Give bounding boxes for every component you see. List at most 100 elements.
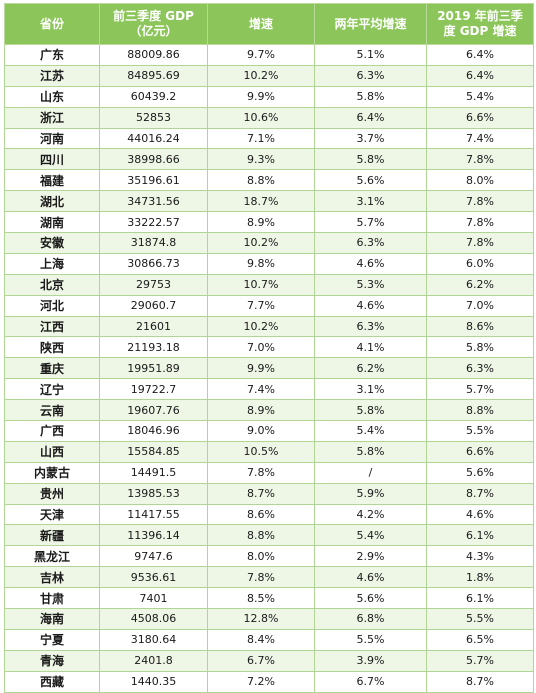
gdp-table: 省份 前三季度 GDP （亿元） 增速 两年平均增速 2019 年前三季 度 G… [4, 3, 534, 693]
growth-cell: 10.2% [207, 315, 315, 338]
two-year-avg-cell: 5.6% [314, 587, 427, 610]
gdp-cell: 44016.24 [99, 127, 208, 150]
growth-cell: 10.2% [207, 64, 315, 87]
growth-2019-cell: 6.5% [426, 628, 534, 651]
gdp-cell: 35196.61 [99, 169, 208, 192]
two-year-avg-cell: 6.8% [314, 608, 427, 630]
growth-2019-cell: 6.0% [426, 252, 534, 275]
growth-2019-cell: 5.4% [426, 85, 534, 108]
table-row: 江苏 84895.69 10.2% 6.3% 6.4% [4, 64, 534, 87]
two-year-avg-cell: 6.3% [314, 64, 427, 87]
two-year-avg-cell: 4.6% [314, 294, 427, 317]
growth-cell: 9.7% [207, 44, 315, 66]
growth-cell: 9.9% [207, 85, 315, 108]
gdp-cell: 14491.5 [99, 461, 208, 484]
gdp-cell: 1440.35 [99, 670, 208, 693]
growth-2019-cell: 5.8% [426, 336, 534, 359]
table-row: 辽宁 19722.7 7.4% 3.1% 5.7% [4, 378, 534, 401]
gdp-cell: 33222.57 [99, 211, 208, 234]
table-row: 福建 35196.61 8.8% 5.6% 8.0% [4, 169, 534, 192]
table-row: 河南 44016.24 7.1% 3.7% 7.4% [4, 127, 534, 150]
two-year-avg-cell: 4.6% [314, 252, 427, 275]
gdp-cell: 18046.96 [99, 420, 208, 442]
province-cell: 黑龙江 [4, 545, 100, 568]
growth-cell: 8.0% [207, 545, 315, 568]
two-year-avg-cell: 4.1% [314, 336, 427, 359]
header-row: 省份 前三季度 GDP （亿元） 增速 两年平均增速 2019 年前三季 度 G… [4, 3, 534, 45]
province-cell: 海南 [4, 608, 100, 630]
gdp-cell: 29753 [99, 273, 208, 296]
growth-cell: 7.4% [207, 378, 315, 401]
growth-2019-cell: 8.7% [426, 670, 534, 693]
growth-cell: 9.8% [207, 252, 315, 275]
gdp-cell: 21601 [99, 315, 208, 338]
province-cell: 福建 [4, 169, 100, 192]
growth-cell: 7.0% [207, 336, 315, 359]
gdp-cell: 34731.56 [99, 190, 208, 213]
two-year-avg-cell: 2.9% [314, 545, 427, 568]
gdp-cell: 9536.61 [99, 566, 208, 589]
table-row: 青海 2401.8 6.7% 3.9% 5.7% [4, 649, 534, 672]
table-row: 上海 30866.73 9.8% 4.6% 6.0% [4, 252, 534, 275]
table-row: 河北 29060.7 7.7% 4.6% 7.0% [4, 294, 534, 317]
table-row: 西藏 1440.35 7.2% 6.7% 8.7% [4, 670, 534, 693]
table-row: 北京 29753 10.7% 5.3% 6.2% [4, 273, 534, 296]
gdp-cell: 4508.06 [99, 608, 208, 630]
gdp-cell: 13985.53 [99, 482, 208, 505]
header-2019-growth: 2019 年前三季 度 GDP 增速 [426, 3, 534, 45]
growth-2019-cell: 5.7% [426, 649, 534, 672]
table-row: 海南 4508.06 12.8% 6.8% 5.5% [4, 608, 534, 630]
table-row: 山西 15584.85 10.5% 5.8% 6.6% [4, 440, 534, 463]
province-cell: 四川 [4, 148, 100, 171]
two-year-avg-cell: 5.9% [314, 482, 427, 505]
growth-2019-cell: 6.1% [426, 524, 534, 547]
province-cell: 新疆 [4, 524, 100, 547]
gdp-cell: 31874.8 [99, 232, 208, 254]
growth-2019-cell: 7.8% [426, 211, 534, 234]
growth-cell: 10.6% [207, 106, 315, 129]
province-cell: 湖南 [4, 211, 100, 234]
two-year-avg-cell: 5.8% [314, 85, 427, 108]
gdp-cell: 3180.64 [99, 628, 208, 651]
growth-cell: 7.8% [207, 566, 315, 589]
province-cell: 湖北 [4, 190, 100, 213]
province-cell: 贵州 [4, 482, 100, 505]
growth-cell: 12.8% [207, 608, 315, 630]
growth-cell: 10.2% [207, 232, 315, 254]
growth-cell: 9.9% [207, 357, 315, 380]
two-year-avg-cell: 5.8% [314, 399, 427, 422]
province-cell: 天津 [4, 503, 100, 526]
two-year-avg-cell: 5.4% [314, 524, 427, 547]
growth-2019-cell: 6.2% [426, 273, 534, 296]
gdp-cell: 2401.8 [99, 649, 208, 672]
growth-2019-cell: 6.4% [426, 64, 534, 87]
two-year-avg-cell: 5.8% [314, 148, 427, 171]
table-row: 山东 60439.2 9.9% 5.8% 5.4% [4, 85, 534, 108]
gdp-cell: 38998.66 [99, 148, 208, 171]
table-row: 黑龙江 9747.6 8.0% 2.9% 4.3% [4, 545, 534, 568]
gdp-cell: 21193.18 [99, 336, 208, 359]
growth-cell: 10.7% [207, 273, 315, 296]
table-body: 广东 88009.86 9.7% 5.1% 6.4% 江苏 84895.69 10.2% 6.3… [4, 44, 534, 693]
table-row: 湖南 33222.57 8.9% 5.7% 7.8% [4, 211, 534, 234]
province-cell: 上海 [4, 252, 100, 275]
growth-2019-cell: 4.3% [426, 545, 534, 568]
growth-cell: 7.1% [207, 127, 315, 150]
province-cell: 广东 [4, 44, 100, 66]
gdp-cell: 9747.6 [99, 545, 208, 568]
province-cell: 吉林 [4, 566, 100, 589]
province-cell: 山西 [4, 440, 100, 463]
province-cell: 北京 [4, 273, 100, 296]
table-row: 天津 11417.55 8.6% 4.2% 4.6% [4, 503, 534, 526]
growth-cell: 6.7% [207, 649, 315, 672]
growth-cell: 7.8% [207, 461, 315, 484]
growth-2019-cell: 6.1% [426, 587, 534, 610]
growth-cell: 8.9% [207, 211, 315, 234]
growth-cell: 8.4% [207, 628, 315, 651]
growth-cell: 8.7% [207, 482, 315, 505]
two-year-avg-cell: 5.4% [314, 420, 427, 442]
growth-2019-cell: 8.7% [426, 482, 534, 505]
growth-2019-cell: 5.5% [426, 420, 534, 442]
two-year-avg-cell: 3.7% [314, 127, 427, 150]
growth-2019-cell: 6.3% [426, 357, 534, 380]
